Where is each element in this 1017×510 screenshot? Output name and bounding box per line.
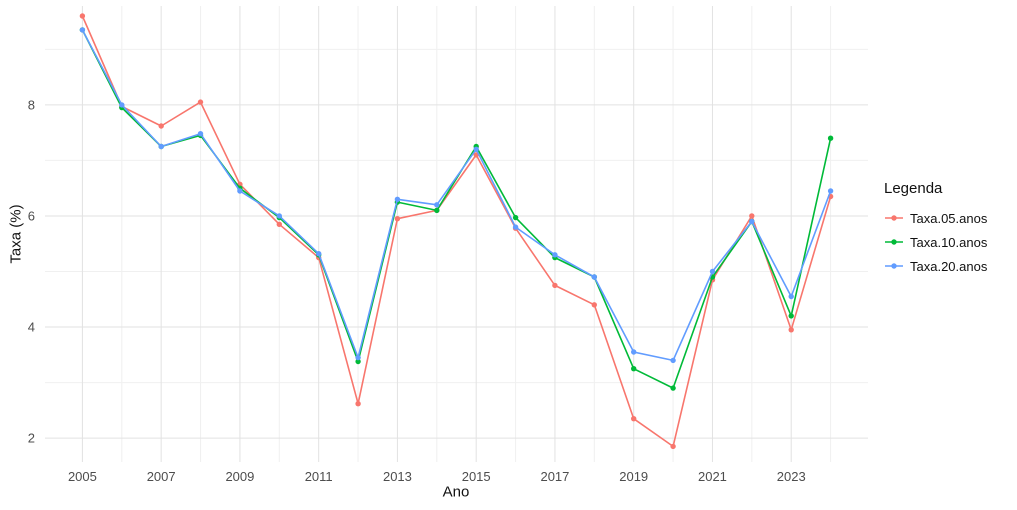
data-point-taxa-20-anos [355,354,361,361]
axis-tick-labels: 2005 2007 2009 2011 2013 2015 2017 2019 2021 2023… [28,97,806,484]
data-point-taxa-10-anos [355,358,361,365]
series-line-taxa-10-anos [81,29,832,389]
data-point-taxa-05-anos [79,13,86,19]
x-tick-label: 2023 [777,469,806,484]
x-tick-label: 2015 [462,469,491,484]
data-point-taxa-05-anos [552,282,558,289]
data-point-taxa-20-anos [79,27,86,33]
data-point-taxa-20-anos [670,357,676,364]
data-point-taxa-20-anos [158,143,164,150]
data-point-taxa-20-anos [237,188,243,194]
data-point-taxa-20-anos [631,349,637,355]
data-point-taxa-05-anos [276,221,282,227]
legend-title: Legenda [884,180,943,197]
data-point-taxa-05-anos [631,416,637,422]
series-line-taxa-05-anos [81,15,832,448]
legend-item-label: Taxa.20.anos [910,258,988,274]
data-point-taxa-20-anos [827,188,834,194]
legend-item-label: Taxa.10.anos [910,234,988,250]
legend-key-icon [885,263,903,269]
legend-key-icon [885,215,903,221]
y-tick-label: 2 [28,431,35,446]
legend: Legenda Taxa.05.anos Taxa.10.anos Taxa.20.… [884,180,987,278]
data-point-taxa-05-anos [197,99,204,105]
data-point-taxa-10-anos [827,135,834,141]
data-point-taxa-05-anos [749,213,755,219]
data-point-taxa-10-anos [512,214,519,221]
data-point-taxa-05-anos [788,327,794,333]
gridlines-major [45,6,868,462]
y-tick-label: 6 [28,208,35,223]
legend-item-taxa-20-anos: Taxa.20.anos [884,254,987,278]
data-point-taxa-20-anos [434,202,440,208]
data-point-taxa-10-anos [434,207,440,214]
data-point-taxa-20-anos [394,196,401,202]
data-point-taxa-20-anos [591,274,597,280]
data-point-taxa-20-anos [552,252,558,258]
x-tick-label: 2013 [383,469,412,484]
data-point-taxa-10-anos [788,313,794,319]
data-point-taxa-05-anos [591,302,597,308]
x-tick-label: 2005 [68,469,97,484]
x-axis-title: Ano [442,483,470,501]
legend-items: Taxa.05.anos Taxa.10.anos Taxa.20.anos [884,206,987,278]
y-tick-label: 8 [28,97,35,112]
data-point-taxa-20-anos [749,218,755,225]
x-tick-label: 2011 [305,469,333,484]
data-point-taxa-20-anos [473,146,479,152]
series-taxa-05-anos [79,13,834,450]
legend-item-taxa-10-anos: Taxa.10.anos [884,230,987,254]
data-point-taxa-05-anos [670,443,676,450]
data-point-taxa-20-anos [512,224,519,230]
y-tick-label: 4 [28,320,35,335]
series-taxa-10-anos [79,27,834,391]
data-point-taxa-05-anos [394,216,401,222]
legend-item-label: Taxa.05.anos [910,210,988,226]
data-point-taxa-20-anos [709,268,716,275]
gridlines-minor [45,6,868,462]
series-line-taxa-20-anos [81,29,832,362]
data-point-taxa-20-anos [197,131,204,137]
x-tick-label: 2017 [540,469,569,484]
y-axis-title: Taxa (%) [7,204,25,264]
series-taxa-20-anos [79,27,834,364]
x-tick-label: 2021 [698,469,727,484]
x-tick-label: 2019 [619,469,648,484]
data-point-taxa-20-anos [316,251,322,257]
x-tick-label: 2009 [225,469,254,484]
legend-item-taxa-05-anos: Taxa.05.anos [884,206,987,230]
legend-key-icon [885,239,903,245]
x-tick-label: 2007 [147,469,176,484]
data-point-taxa-05-anos [158,123,164,129]
data-point-taxa-20-anos [276,213,282,219]
data-point-taxa-20-anos [788,293,794,300]
data-point-taxa-10-anos [631,366,637,372]
data-point-taxa-05-anos [355,401,361,407]
data-point-taxa-20-anos [119,102,125,108]
data-point-taxa-10-anos [670,385,676,391]
